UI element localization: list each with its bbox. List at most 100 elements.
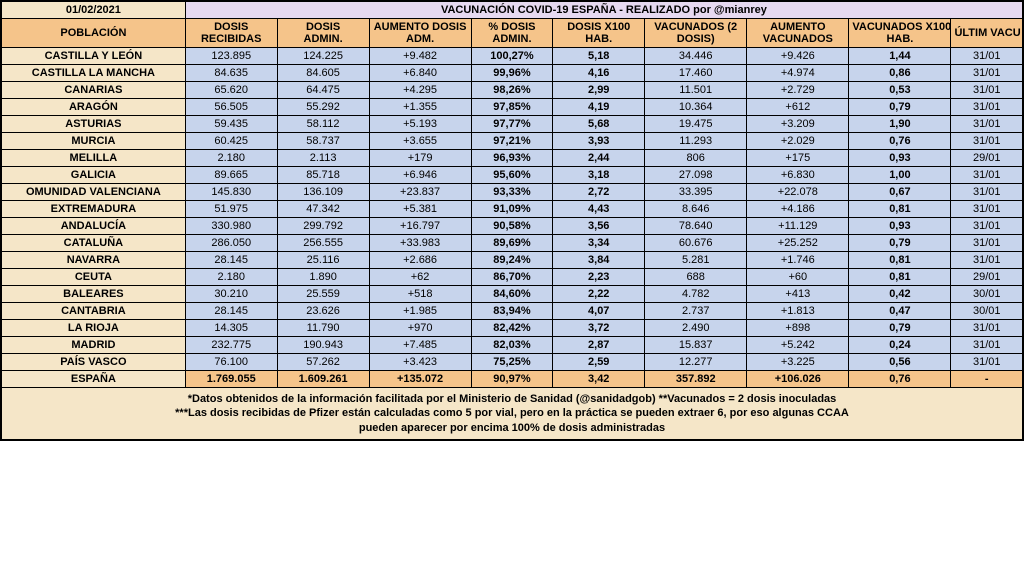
table-row: CANARIAS65.62064.475+4.29598,26%2,9911.5… xyxy=(2,82,1023,99)
data-cell: 31/01 xyxy=(951,354,1023,371)
data-cell: 15.837 xyxy=(645,337,747,354)
data-cell: 30/01 xyxy=(951,286,1023,303)
data-cell: 84.635 xyxy=(185,65,277,82)
data-cell: 31/01 xyxy=(951,184,1023,201)
region-cell: ESPAÑA xyxy=(2,371,186,388)
region-cell: NAVARRA xyxy=(2,252,186,269)
data-cell: 11.293 xyxy=(645,133,747,150)
data-cell: +4.186 xyxy=(747,201,849,218)
data-cell: 97,77% xyxy=(471,116,553,133)
column-header: VACUNADOS X100HAB. xyxy=(849,19,951,48)
data-cell: 0,67 xyxy=(849,184,951,201)
data-cell: 90,97% xyxy=(471,371,553,388)
column-header: POBLACIÓN xyxy=(2,19,186,48)
data-cell: 0,56 xyxy=(849,354,951,371)
data-cell: 64.475 xyxy=(277,82,369,99)
data-cell: +1.355 xyxy=(369,99,471,116)
data-cell: 33.395 xyxy=(645,184,747,201)
data-cell: 31/01 xyxy=(951,133,1023,150)
region-cell: CEUTA xyxy=(2,269,186,286)
table-row: MELILLA2.1802.113+17996,93%2,44806+1750,… xyxy=(2,150,1023,167)
data-cell: 86,70% xyxy=(471,269,553,286)
data-cell: +7.485 xyxy=(369,337,471,354)
data-cell: +898 xyxy=(747,320,849,337)
data-cell: +4.295 xyxy=(369,82,471,99)
region-cell: LA RIOJA xyxy=(2,320,186,337)
data-cell: 47.342 xyxy=(277,201,369,218)
data-cell: 3,34 xyxy=(553,235,645,252)
region-cell: CANARIAS xyxy=(2,82,186,99)
data-cell: - xyxy=(951,371,1023,388)
data-cell: 1.769.055 xyxy=(185,371,277,388)
data-cell: 96,93% xyxy=(471,150,553,167)
data-cell: 31/01 xyxy=(951,252,1023,269)
column-header-row: POBLACIÓNDOSISRECIBIDASDOSISADMIN.AUMENT… xyxy=(2,19,1023,48)
data-cell: 136.109 xyxy=(277,184,369,201)
data-cell: 4,16 xyxy=(553,65,645,82)
data-cell: 34.446 xyxy=(645,48,747,65)
data-cell: 83,94% xyxy=(471,303,553,320)
data-cell: 12.277 xyxy=(645,354,747,371)
column-header: DOSISRECIBIDAS xyxy=(185,19,277,48)
data-cell: +33.983 xyxy=(369,235,471,252)
data-cell: 806 xyxy=(645,150,747,167)
data-cell: 286.050 xyxy=(185,235,277,252)
data-cell: 0,79 xyxy=(849,320,951,337)
data-cell: +62 xyxy=(369,269,471,286)
data-cell: 91,09% xyxy=(471,201,553,218)
table-row: MADRID232.775190.943+7.48582,03%2,8715.8… xyxy=(2,337,1023,354)
data-cell: +1.985 xyxy=(369,303,471,320)
data-cell: +60 xyxy=(747,269,849,286)
data-cell: 75,25% xyxy=(471,354,553,371)
data-cell: 57.262 xyxy=(277,354,369,371)
data-cell: 100,27% xyxy=(471,48,553,65)
data-cell: 31/01 xyxy=(951,99,1023,116)
data-cell: 51.975 xyxy=(185,201,277,218)
data-cell: 0,42 xyxy=(849,286,951,303)
data-cell: 31/01 xyxy=(951,65,1023,82)
data-cell: 1,90 xyxy=(849,116,951,133)
table-row: CEUTA2.1801.890+6286,70%2,23688+600,8129… xyxy=(2,269,1023,286)
data-cell: 0,47 xyxy=(849,303,951,320)
data-cell: 4,07 xyxy=(553,303,645,320)
data-cell: +3.423 xyxy=(369,354,471,371)
data-cell: 232.775 xyxy=(185,337,277,354)
data-cell: 299.792 xyxy=(277,218,369,235)
data-cell: +22.078 xyxy=(747,184,849,201)
data-cell: +175 xyxy=(747,150,849,167)
data-cell: +4.974 xyxy=(747,65,849,82)
data-cell: 55.292 xyxy=(277,99,369,116)
data-cell: 1.890 xyxy=(277,269,369,286)
data-cell: +9.482 xyxy=(369,48,471,65)
data-cell: +25.252 xyxy=(747,235,849,252)
data-cell: 28.145 xyxy=(185,252,277,269)
data-cell: +9.426 xyxy=(747,48,849,65)
vaccination-table: 01/02/2021 VACUNACIÓN COVID-19 ESPAÑA - … xyxy=(1,1,1023,440)
data-cell: 3,72 xyxy=(553,320,645,337)
data-cell: 31/01 xyxy=(951,218,1023,235)
data-cell: 31/01 xyxy=(951,235,1023,252)
data-cell: 28.145 xyxy=(185,303,277,320)
data-cell: +413 xyxy=(747,286,849,303)
data-cell: 31/01 xyxy=(951,337,1023,354)
data-cell: +16.797 xyxy=(369,218,471,235)
data-cell: 31/01 xyxy=(951,116,1023,133)
data-cell: 190.943 xyxy=(277,337,369,354)
data-cell: 2,87 xyxy=(553,337,645,354)
region-cell: CATALUÑA xyxy=(2,235,186,252)
title-cell: VACUNACIÓN COVID-19 ESPAÑA - REALIZADO p… xyxy=(185,2,1022,19)
region-cell: CASTILLA LA MANCHA xyxy=(2,65,186,82)
data-cell: 31/01 xyxy=(951,320,1023,337)
data-cell: 89.665 xyxy=(185,167,277,184)
date-cell: 01/02/2021 xyxy=(2,2,186,19)
data-cell: 8.646 xyxy=(645,201,747,218)
data-cell: 2.737 xyxy=(645,303,747,320)
table-row: NAVARRA28.14525.116+2.68689,24%3,845.281… xyxy=(2,252,1023,269)
data-cell: 84,60% xyxy=(471,286,553,303)
data-cell: 93,33% xyxy=(471,184,553,201)
region-cell: ANDALUCÍA xyxy=(2,218,186,235)
data-cell: 3,84 xyxy=(553,252,645,269)
region-cell: EXTREMADURA xyxy=(2,201,186,218)
data-cell: +23.837 xyxy=(369,184,471,201)
table-row: LA RIOJA14.30511.790+97082,42%3,722.490+… xyxy=(2,320,1023,337)
